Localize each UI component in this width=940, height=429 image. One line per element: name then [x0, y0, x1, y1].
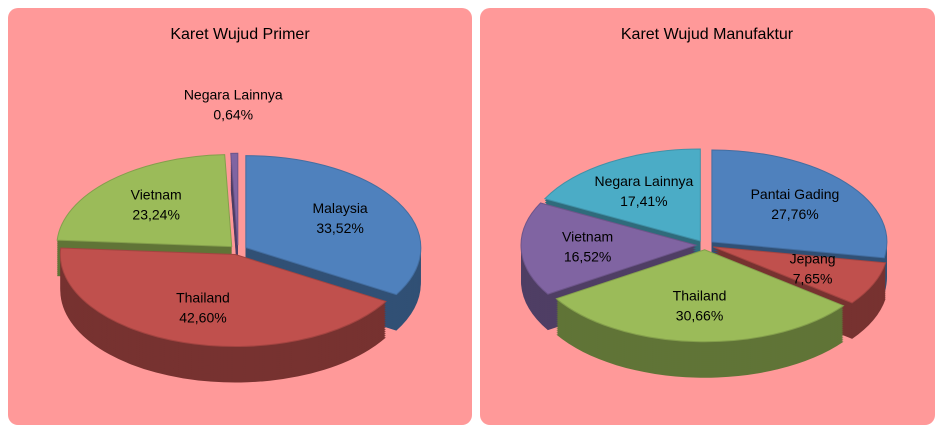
- slice-value: 27,76%: [771, 206, 818, 222]
- slice-label: Negara Lainnya: [184, 86, 283, 102]
- slice-label: Jepang: [790, 251, 836, 267]
- chart-title: Karet Wujud Primer: [170, 26, 310, 43]
- slice-label: Malaysia: [312, 200, 367, 216]
- slice-value: 33,52%: [316, 220, 363, 236]
- slice-label: Vietnam: [131, 186, 182, 202]
- slice-value: 16,52%: [564, 248, 611, 264]
- slice-label: Negara Lainnya: [594, 173, 693, 189]
- slice: [555, 249, 845, 343]
- slice: [711, 149, 888, 259]
- slice: [520, 202, 698, 295]
- slice-value: 42,60%: [179, 310, 226, 326]
- slice-label: Thailand: [673, 287, 727, 303]
- slice: [59, 247, 387, 347]
- slice-value: 7,65%: [793, 271, 833, 287]
- slice: [713, 246, 887, 304]
- slice-label: Pantai Gading: [751, 186, 840, 202]
- slice: [245, 155, 422, 296]
- slice-value: 23,24%: [132, 206, 179, 222]
- slice-value: 0,64%: [213, 106, 253, 122]
- slice-label: Vietnam: [562, 228, 613, 244]
- slice-value: 30,66%: [676, 307, 723, 323]
- slice-value: 17,41%: [620, 193, 667, 209]
- slice: [56, 154, 233, 248]
- slice: [230, 152, 239, 246]
- chart-title: Karet Wujud Manufaktur: [621, 26, 794, 43]
- slice: [543, 148, 701, 242]
- slice-label: Thailand: [176, 290, 230, 306]
